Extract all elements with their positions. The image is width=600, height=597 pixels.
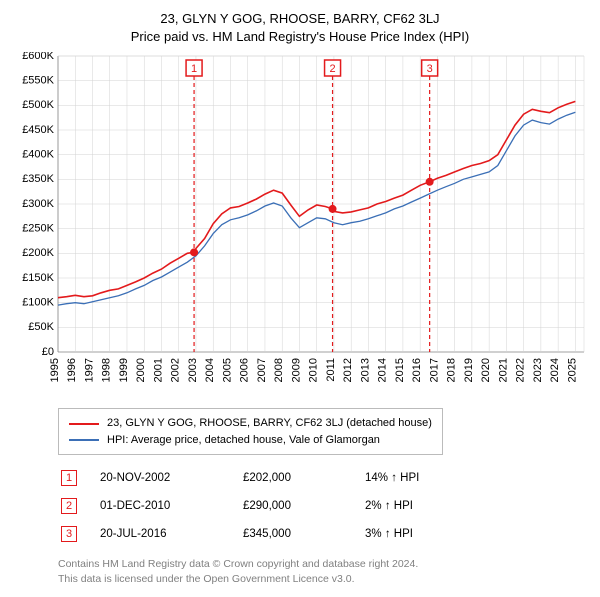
- event-date: 01-DEC-2010: [80, 493, 240, 519]
- svg-text:1995: 1995: [49, 358, 61, 382]
- svg-text:£150K: £150K: [22, 272, 54, 284]
- event-pct: 14% ↑ HPI: [364, 465, 484, 491]
- svg-text:2025: 2025: [566, 358, 578, 382]
- event-date: 20-NOV-2002: [80, 465, 240, 491]
- svg-text:2020: 2020: [480, 358, 492, 382]
- svg-text:£300K: £300K: [22, 198, 54, 210]
- svg-text:2001: 2001: [152, 358, 164, 382]
- svg-text:2000: 2000: [135, 358, 147, 382]
- svg-text:£400K: £400K: [22, 149, 54, 161]
- svg-text:2015: 2015: [394, 358, 406, 382]
- svg-text:2010: 2010: [308, 358, 320, 382]
- svg-text:2023: 2023: [532, 358, 544, 382]
- title-line-2: Price paid vs. HM Land Registry's House …: [10, 28, 590, 46]
- svg-text:2007: 2007: [256, 358, 268, 382]
- attribution-line-2: This data is licensed under the Open Gov…: [58, 572, 590, 587]
- svg-text:1998: 1998: [101, 358, 113, 382]
- svg-text:2014: 2014: [377, 358, 389, 382]
- legend: 23, GLYN Y GOG, RHOOSE, BARRY, CF62 3LJ …: [58, 408, 443, 455]
- svg-text:2013: 2013: [359, 358, 371, 382]
- svg-text:£100K: £100K: [22, 297, 54, 309]
- event-price: £290,000: [242, 493, 362, 519]
- svg-text:£550K: £550K: [22, 75, 54, 87]
- svg-text:2005: 2005: [221, 358, 233, 382]
- svg-text:3: 3: [427, 63, 433, 75]
- svg-text:£250K: £250K: [22, 223, 54, 235]
- events-table: 120-NOV-2002£202,00014% ↑ HPI201-DEC-201…: [58, 463, 486, 549]
- event-marker: 2: [61, 498, 77, 514]
- svg-text:1996: 1996: [66, 358, 78, 382]
- svg-text:2003: 2003: [187, 358, 199, 382]
- svg-text:2016: 2016: [411, 358, 423, 382]
- svg-text:1997: 1997: [83, 358, 95, 382]
- svg-text:£450K: £450K: [22, 124, 54, 136]
- svg-text:2018: 2018: [446, 358, 458, 382]
- svg-text:2011: 2011: [325, 358, 337, 382]
- svg-text:2: 2: [329, 63, 335, 75]
- svg-text:2019: 2019: [463, 358, 475, 382]
- plot-svg: £0 £50K £100K £150K £200K £250K £300K £350K £400…: [10, 52, 590, 402]
- svg-text:2004: 2004: [204, 358, 216, 382]
- event-row: 320-JUL-2016£345,0003% ↑ HPI: [60, 521, 484, 547]
- svg-text:£600K: £600K: [22, 52, 54, 62]
- svg-text:1999: 1999: [118, 358, 130, 382]
- event-marker: 3: [61, 526, 77, 542]
- attribution: Contains HM Land Registry data © Crown c…: [58, 557, 590, 586]
- svg-text:2024: 2024: [549, 358, 561, 382]
- svg-text:2008: 2008: [273, 358, 285, 382]
- svg-text:2012: 2012: [342, 358, 354, 382]
- legend-label-0: 23, GLYN Y GOG, RHOOSE, BARRY, CF62 3LJ …: [107, 415, 432, 432]
- svg-text:£200K: £200K: [22, 248, 54, 260]
- svg-text:2022: 2022: [515, 358, 527, 382]
- attribution-line-1: Contains HM Land Registry data © Crown c…: [58, 557, 590, 572]
- chart-container: 23, GLYN Y GOG, RHOOSE, BARRY, CF62 3LJ …: [10, 10, 590, 587]
- svg-text:£500K: £500K: [22, 100, 54, 112]
- event-row: 201-DEC-2010£290,0002% ↑ HPI: [60, 493, 484, 519]
- svg-text:2006: 2006: [239, 358, 251, 382]
- event-price: £202,000: [242, 465, 362, 491]
- legend-label-1: HPI: Average price, detached house, Vale…: [107, 432, 380, 449]
- svg-text:2017: 2017: [428, 358, 440, 382]
- svg-text:£0: £0: [42, 346, 54, 358]
- chart-title-block: 23, GLYN Y GOG, RHOOSE, BARRY, CF62 3LJ …: [10, 10, 590, 46]
- svg-text:£350K: £350K: [22, 174, 54, 186]
- event-price: £345,000: [242, 521, 362, 547]
- title-line-1: 23, GLYN Y GOG, RHOOSE, BARRY, CF62 3LJ: [10, 10, 590, 28]
- svg-text:2009: 2009: [290, 358, 302, 382]
- event-marker: 1: [61, 470, 77, 486]
- legend-swatch-0: [69, 423, 99, 425]
- svg-text:1: 1: [191, 63, 197, 75]
- legend-item: HPI: Average price, detached house, Vale…: [69, 432, 432, 449]
- event-pct: 3% ↑ HPI: [364, 521, 484, 547]
- svg-text:2021: 2021: [497, 358, 509, 382]
- event-pct: 2% ↑ HPI: [364, 493, 484, 519]
- svg-text:2002: 2002: [170, 358, 182, 382]
- legend-item: 23, GLYN Y GOG, RHOOSE, BARRY, CF62 3LJ …: [69, 415, 432, 432]
- plot-area: £0 £50K £100K £150K £200K £250K £300K £350K £400…: [10, 52, 590, 402]
- svg-text:£50K: £50K: [28, 322, 54, 334]
- event-date: 20-JUL-2016: [80, 521, 240, 547]
- event-row: 120-NOV-2002£202,00014% ↑ HPI: [60, 465, 484, 491]
- legend-swatch-1: [69, 439, 99, 441]
